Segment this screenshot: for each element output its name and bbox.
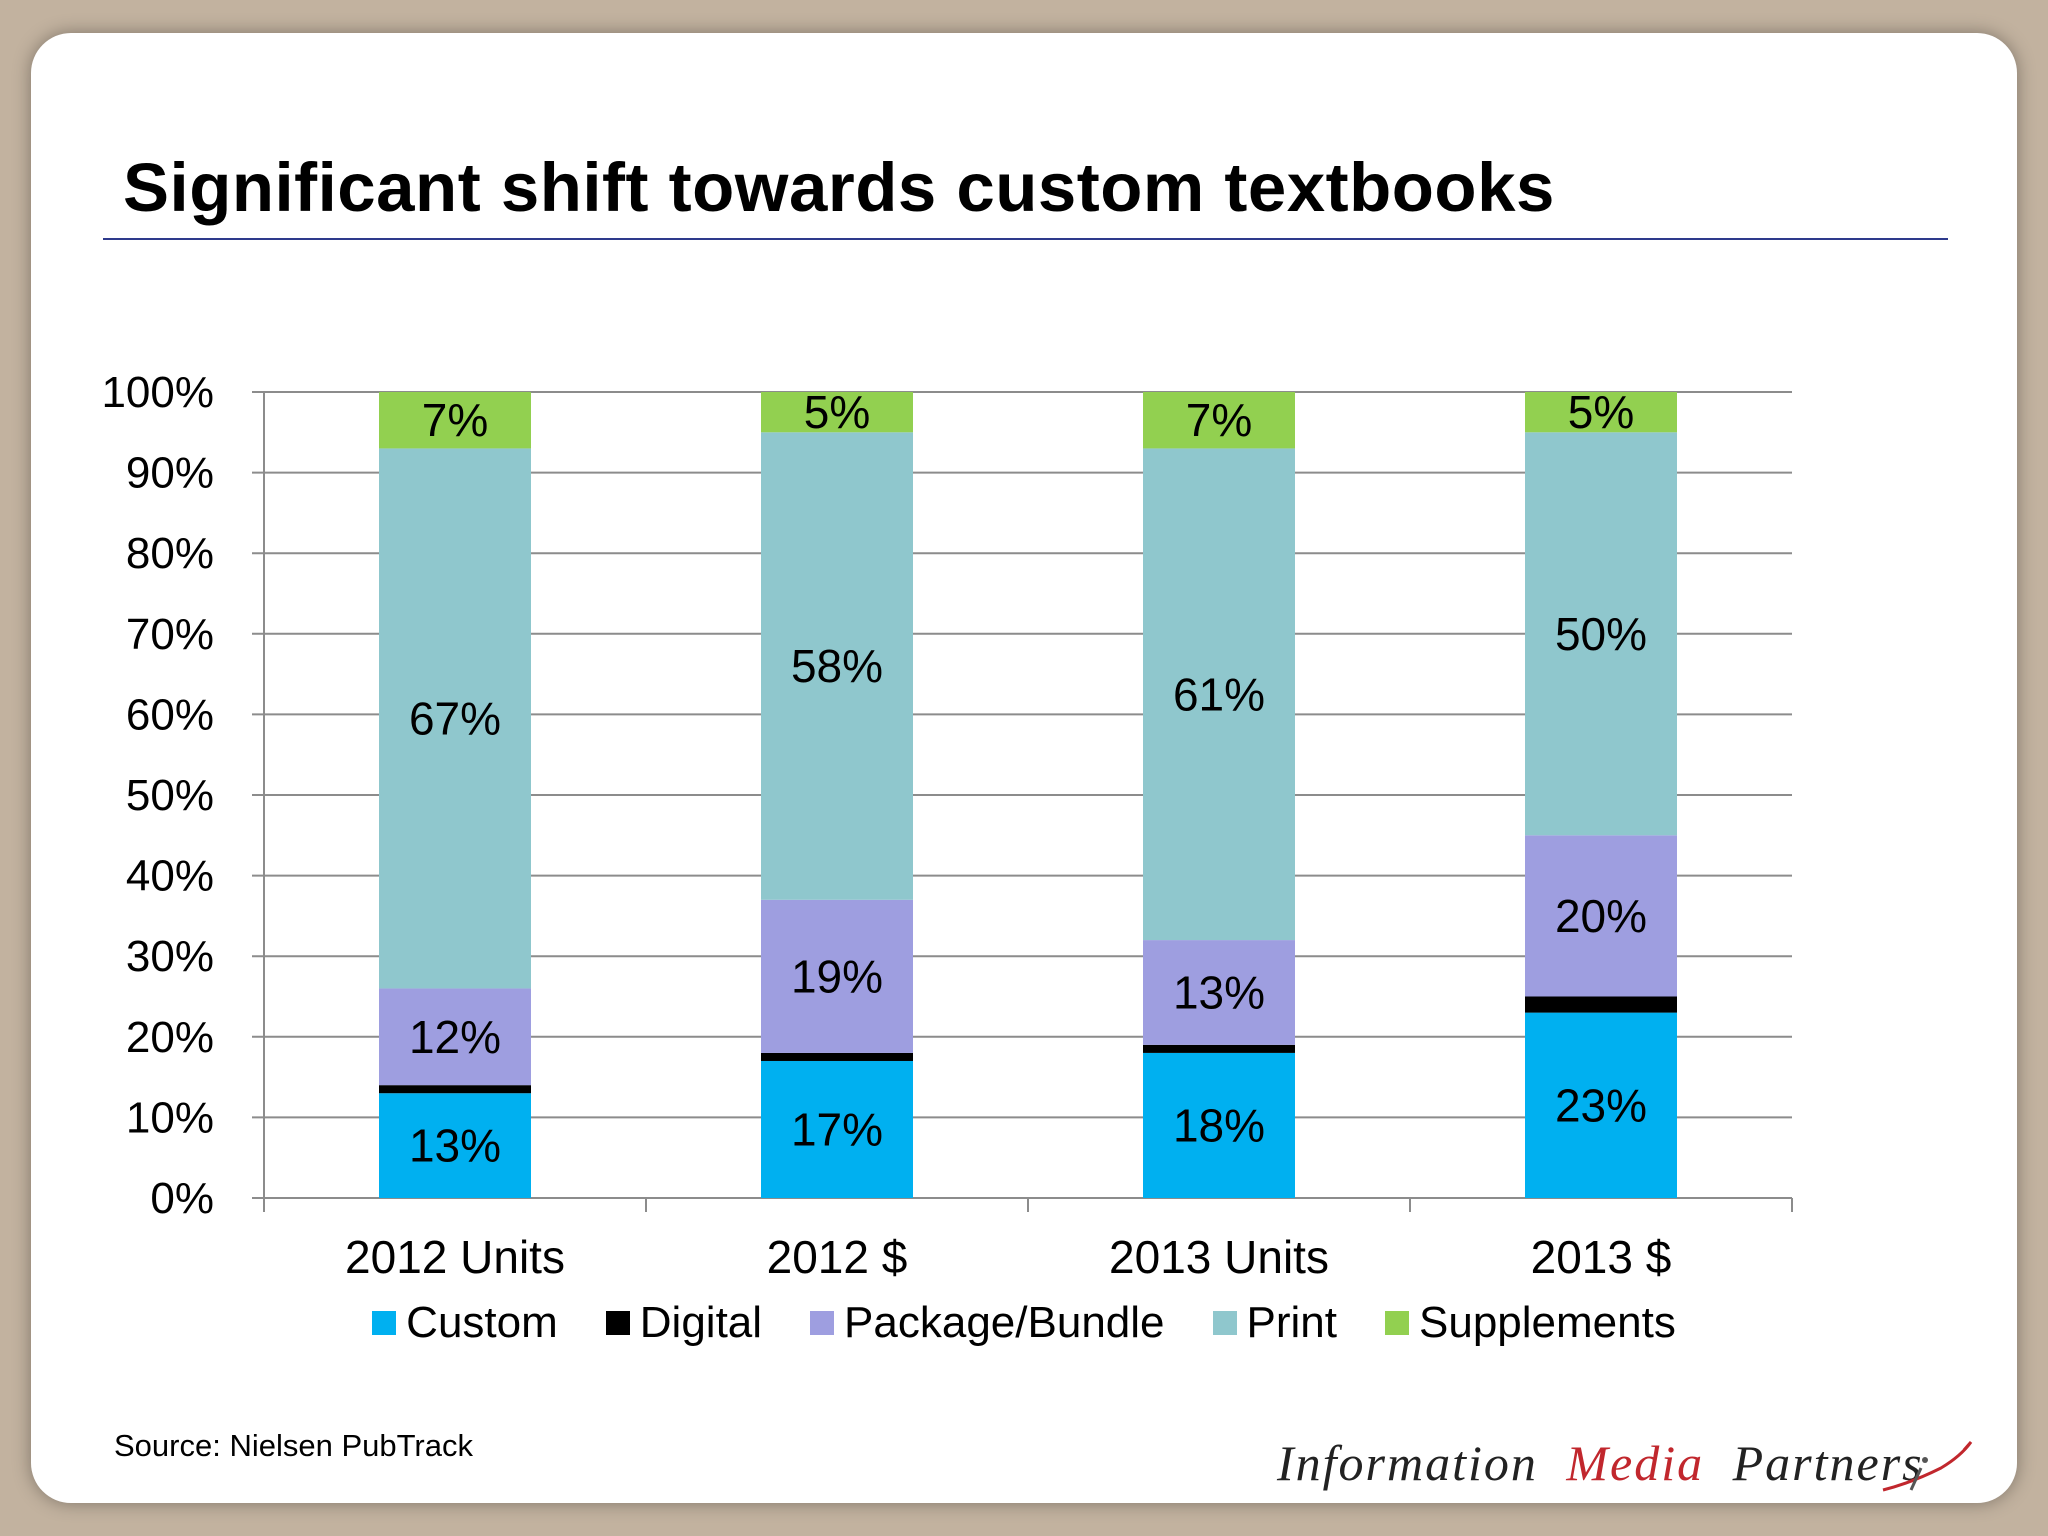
legend-swatch <box>372 1311 397 1335</box>
bar-segment-print <box>1143 448 1295 941</box>
bar-segment-custom <box>379 1093 531 1198</box>
legend-item-digital: Digital <box>605 1298 763 1348</box>
data-label: 7% <box>422 394 488 446</box>
data-label: 61% <box>1173 668 1265 720</box>
bar-segment-supplements <box>379 392 531 449</box>
bar-segment-custom <box>761 1060 913 1198</box>
data-label: 58% <box>791 640 883 692</box>
bar-segment-digital <box>1525 996 1677 1013</box>
data-label: 20% <box>1555 890 1647 942</box>
y-tick-label: 80% <box>126 529 214 578</box>
y-tick-label: 30% <box>126 932 214 981</box>
bar-segment-supplements <box>1143 392 1295 449</box>
y-tick-label: 10% <box>126 1093 214 1142</box>
y-tick-label: 60% <box>126 690 214 739</box>
bar-segment-print <box>1525 432 1677 836</box>
slide: Significant shift towards custom textboo… <box>31 33 2017 1503</box>
legend-swatch <box>810 1311 835 1335</box>
legend-label: Print <box>1246 1298 1337 1347</box>
stacked-bar-chart: 0% 10% 20% 30% 40% 50% 60% 70% 80% 90% 100% 13% 12% 6… <box>101 368 1793 1283</box>
y-tick-label: 0% <box>150 1174 214 1223</box>
category-label: 2012 Units <box>345 1231 565 1283</box>
legend-label: Package/Bundle <box>844 1298 1165 1347</box>
legend-item-custom: Custom <box>372 1298 558 1348</box>
title-divider <box>103 238 1948 240</box>
slide-title: Significant shift towards custom textboo… <box>123 149 1555 226</box>
logo-mark-icon <box>1882 1441 1973 1492</box>
y-tick-label: 70% <box>126 610 214 659</box>
legend-item-supplements: Supplements <box>1385 1298 1676 1348</box>
category-label: 2013 $ <box>1531 1231 1672 1283</box>
bar-segment-custom <box>1525 1012 1677 1198</box>
y-tick-label: 100% <box>101 368 214 417</box>
data-label: 7% <box>1186 394 1252 446</box>
bar-segment-supplements <box>761 392 913 433</box>
company-logo: Information Media Partners <box>1271 1428 1991 1498</box>
chart-legend: Custom Digital Package/Bundle Print Suppleme… <box>31 1298 2017 1348</box>
bar-segment-digital <box>1143 1044 1295 1053</box>
legend-swatch <box>605 1311 630 1335</box>
data-label: 17% <box>791 1103 883 1155</box>
data-label: 13% <box>409 1120 501 1172</box>
bar-segment-supplements <box>1525 392 1677 433</box>
bar-segment-package-bundle <box>1143 940 1295 1045</box>
legend-item-package-bundle: Package/Bundle <box>810 1298 1165 1348</box>
data-label: 13% <box>1173 966 1265 1018</box>
data-label: 5% <box>804 386 870 438</box>
bar-segment-custom <box>1143 1052 1295 1198</box>
y-tick-label: 20% <box>126 1013 214 1062</box>
legend-label: Supplements <box>1419 1298 1676 1347</box>
data-label: 50% <box>1555 608 1647 660</box>
data-label: 67% <box>409 692 501 744</box>
bar-segment-digital <box>379 1085 531 1094</box>
legend-item-print: Print <box>1212 1298 1337 1348</box>
legend-swatch <box>1212 1311 1237 1335</box>
bar-segment-package-bundle <box>1525 835 1677 997</box>
y-tick-label: 40% <box>126 852 214 901</box>
bar-segment-digital <box>761 1052 913 1061</box>
legend-label: Custom <box>406 1298 558 1347</box>
legend-label: Digital <box>639 1298 763 1347</box>
category-label: 2012 $ <box>767 1231 908 1283</box>
data-label: 19% <box>791 950 883 1002</box>
y-tick-label: 50% <box>126 771 214 820</box>
category-label: 2013 Units <box>1109 1231 1329 1283</box>
logo-word-partners: Partners <box>1732 1435 1924 1491</box>
data-label: 5% <box>1568 386 1634 438</box>
logo-wordmark: Information Media Partners <box>1276 1435 1924 1491</box>
logo-word-information: Information <box>1276 1435 1538 1491</box>
bar-segment-print <box>761 432 913 900</box>
logo-word-media: Media <box>1565 1435 1704 1491</box>
data-label: 12% <box>409 1011 501 1063</box>
data-label: 23% <box>1555 1079 1647 1131</box>
bar-segment-package-bundle <box>379 988 531 1086</box>
legend-swatch <box>1385 1311 1409 1335</box>
y-tick-label: 90% <box>126 449 214 498</box>
data-label: 18% <box>1173 1099 1265 1151</box>
bar-segment-package-bundle <box>761 899 913 1053</box>
source-note: Source: Nielsen PubTrack <box>114 1428 473 1463</box>
bar-segment-print <box>379 448 531 989</box>
